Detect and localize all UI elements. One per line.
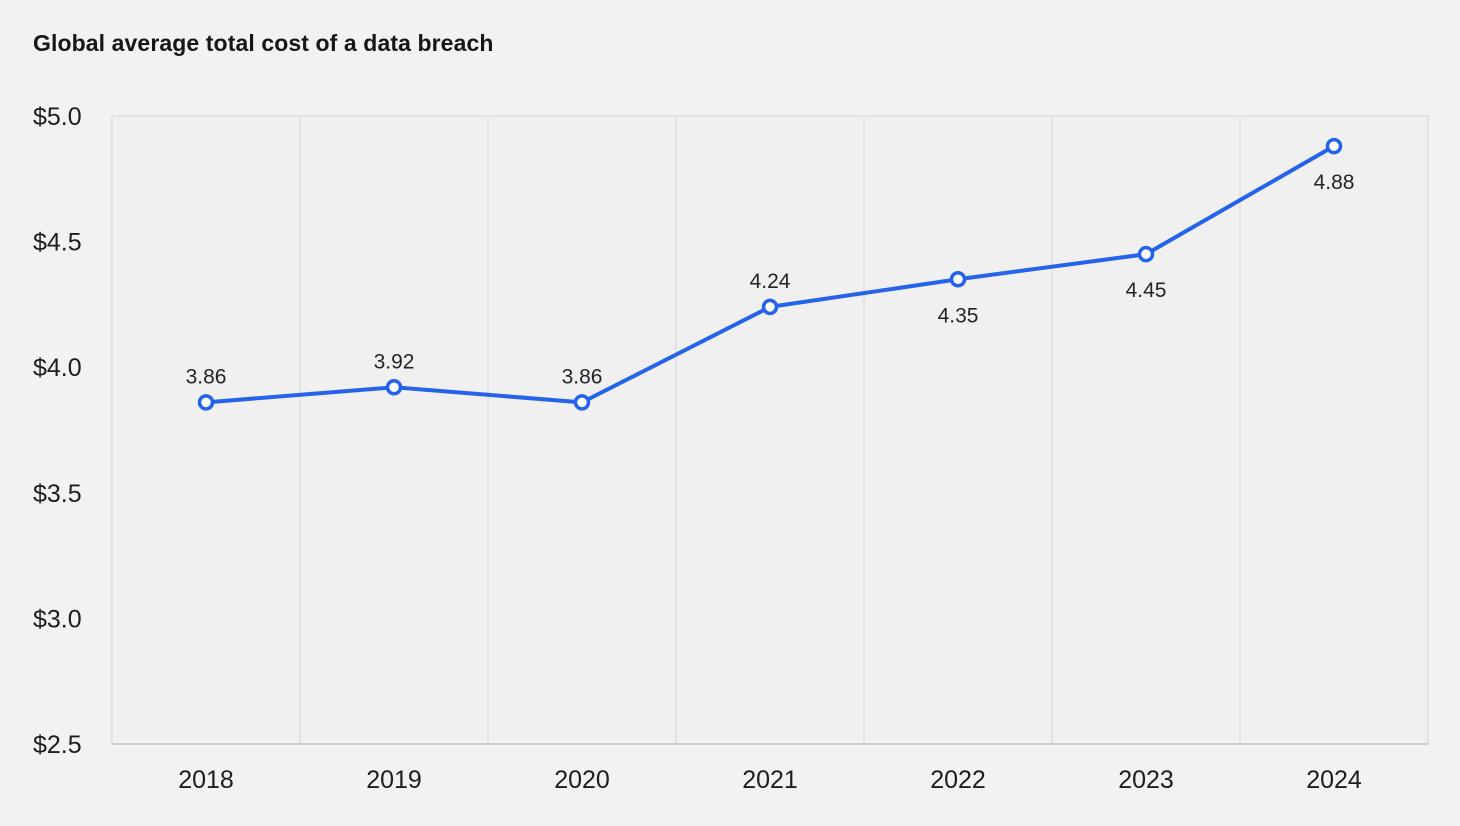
data-point-marker-2022 [949, 271, 967, 288]
y-axis-tick-label: $3.0 [33, 605, 82, 633]
x-axis-tick-label: 2022 [930, 766, 986, 794]
x-axis-tick-label: 2018 [178, 766, 234, 794]
chart-title: Global average total cost of a data brea… [33, 30, 494, 56]
x-axis-tick-label: 2023 [1118, 766, 1174, 794]
data-point-marker-2023 [1137, 245, 1155, 263]
y-axis-tick-label: $5.0 [33, 103, 82, 131]
x-axis-tick-label: 2021 [742, 766, 798, 794]
x-axis-tick-label: 2020 [554, 766, 610, 794]
y-axis-tick-label: $4.5 [33, 229, 82, 257]
y-axis-tick-label: $3.5 [33, 480, 82, 508]
y-axis-tick-label: $4.0 [33, 354, 82, 382]
data-point-label-2024: 4.88 [1314, 171, 1355, 194]
plot-area [111, 115, 1429, 745]
data-point-label-2018: 3.86 [186, 365, 227, 388]
data-point-marker-2018 [197, 394, 215, 411]
data-point-label-2020: 3.86 [562, 365, 603, 388]
data-point-label-2019: 3.92 [374, 350, 415, 373]
x-axis-tick-label: 2024 [1306, 766, 1362, 794]
data-point-label-2023: 4.45 [1126, 279, 1167, 302]
y-axis-tick-label: $2.5 [33, 731, 82, 759]
data-point-marker-2020 [573, 394, 591, 411]
data-point-marker-2024 [1325, 137, 1343, 155]
data-point-marker-2019 [385, 379, 403, 396]
data-point-marker-2021 [761, 298, 779, 316]
x-axis-tick-label: 2019 [366, 766, 422, 794]
data-point-label-2022: 4.35 [938, 304, 979, 327]
data-point-label-2021: 4.24 [750, 270, 791, 293]
